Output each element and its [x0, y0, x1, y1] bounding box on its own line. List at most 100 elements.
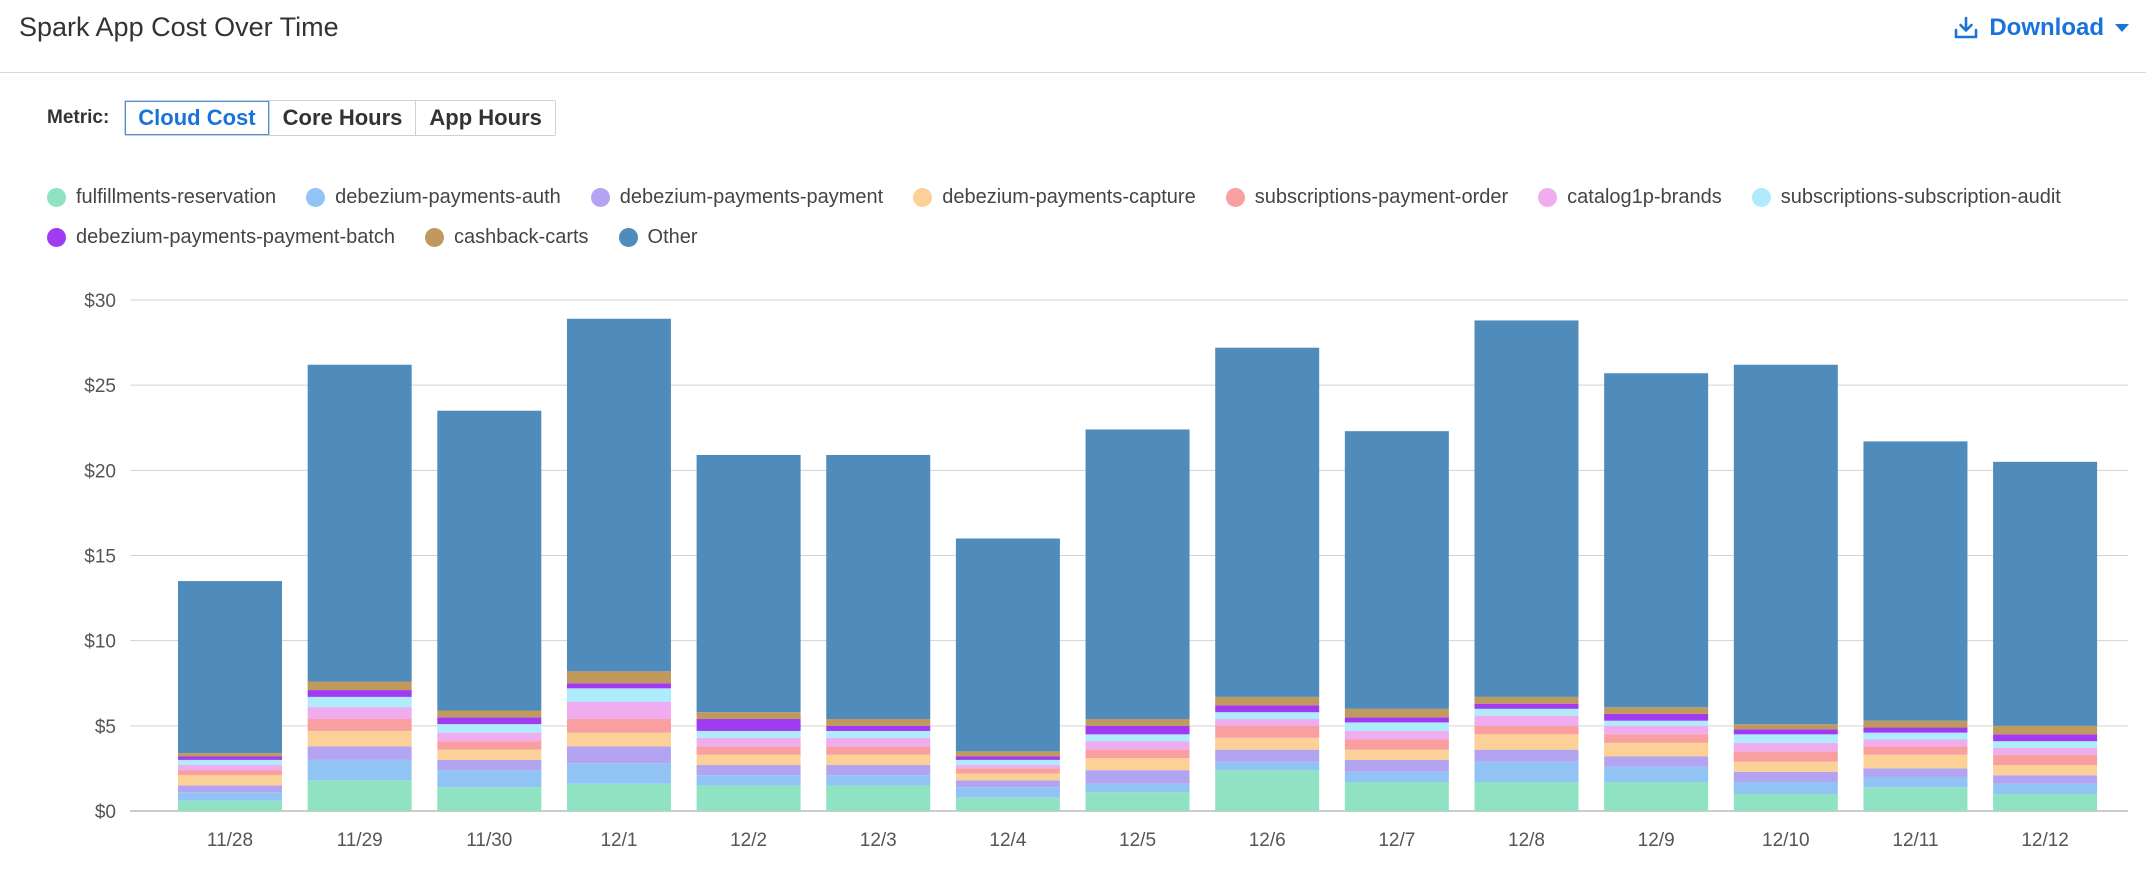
bar-segment-subscriptions-subscription-audit [826, 730, 931, 738]
bar-segment-debezium-payments-payment-batch [307, 690, 412, 697]
bar-segment-debezium-payments-auth [1085, 783, 1190, 793]
bar-segment-fulfillments-reservation [1863, 787, 1968, 811]
bar-segment-debezium-payments-auth [1993, 783, 2098, 794]
download-icon [1953, 16, 1979, 40]
download-label: Download [1989, 14, 2104, 41]
bar-segment-catalog1p-brands [1993, 747, 2098, 755]
bar-segment-debezium-payments-payment-batch [178, 756, 282, 760]
x-tick-label: 12/5 [1119, 830, 1156, 851]
legend-item-subscriptions-subscription-audit[interactable]: subscriptions-subscription-audit [1751, 184, 2061, 210]
x-tick-label: 12/12 [2021, 830, 2069, 851]
bar-segment-subscriptions-payment-order [696, 746, 801, 755]
bar-segment-debezium-payments-payment [1474, 749, 1579, 762]
bar-segment-subscriptions-subscription-audit [955, 759, 1060, 766]
bar-segment-debezium-payments-auth [696, 775, 801, 786]
bar-segment-other [178, 581, 282, 754]
bar-segment-fulfillments-reservation [1215, 770, 1320, 811]
bar-segment-fulfillments-reservation [1733, 793, 1838, 811]
bar-segment-cashback-carts [566, 671, 671, 684]
legend-item-other[interactable]: Other [618, 224, 698, 250]
bar-segment-other [1733, 364, 1838, 725]
bar-segment-debezium-payments-capture [1344, 749, 1449, 760]
bar-segment-catalog1p-brands [1344, 730, 1449, 740]
legend-item-cashback-carts[interactable]: cashback-carts [425, 224, 589, 250]
bar-segment-debezium-payments-payment [178, 785, 282, 793]
x-tick-label: 12/3 [860, 830, 897, 851]
bar-segment-cashback-carts [1085, 719, 1190, 726]
legend-label: debezium-payments-payment-batch [76, 225, 396, 248]
metric-option-app-hours[interactable]: App Hours [415, 101, 555, 135]
legend-swatch [590, 187, 610, 207]
bar-segment-debezium-payments-payment [307, 746, 412, 760]
bar-segment-subscriptions-payment-order [1085, 749, 1190, 759]
legend-swatch [47, 227, 66, 247]
legend-label: debezium-payments-payment [619, 185, 884, 208]
x-tick-label: 12/10 [1762, 830, 1810, 851]
bar-segment-other [1863, 441, 1968, 721]
bar-segment-other [955, 538, 1060, 752]
legend-item-debezium-payments-auth[interactable]: debezium-payments-auth [306, 184, 561, 210]
bar-segment-debezium-payments-payment [1344, 759, 1449, 772]
legend-item-subscriptions-payment-order[interactable]: subscriptions-payment-order [1225, 184, 1508, 210]
y-tick-label: $5 [95, 717, 116, 738]
bar-segment-debezium-payments-payment [1993, 775, 2098, 784]
bar-segment-cashback-carts [1215, 696, 1320, 706]
bar-segment-other [826, 455, 931, 720]
legend-label: cashback-carts [454, 225, 589, 248]
bar-segment-debezium-payments-capture [1215, 737, 1320, 750]
bar-segment-catalog1p-brands [1604, 725, 1709, 735]
legend-swatch [47, 187, 66, 207]
legend-item-debezium-payments-payment[interactable]: debezium-payments-payment [590, 184, 884, 210]
bar-segment-subscriptions-payment-order [1863, 746, 1968, 755]
bar-segment-catalog1p-brands [826, 737, 931, 747]
bar-segment-catalog1p-brands [955, 765, 1060, 769]
bar-segment-subscriptions-payment-order [1733, 751, 1838, 762]
bar-segment-fulfillments-reservation [1344, 782, 1449, 811]
bar-segment-subscriptions-payment-order [955, 768, 1060, 774]
bar-segment-debezium-payments-payment-batch [1474, 703, 1579, 709]
legend-item-fulfillments-reservation[interactable]: fulfillments-reservation [47, 184, 276, 210]
bar-segment-debezium-payments-auth [566, 763, 671, 784]
bar-segment-cashback-carts [955, 751, 1060, 757]
metric-option-cloud-cost[interactable]: Cloud Cost [125, 101, 269, 135]
legend-label: fulfillments-reservation [76, 185, 277, 208]
bar-segment-debezium-payments-auth [1733, 782, 1838, 794]
bar-segment-other [1085, 429, 1190, 720]
metric-selector: Metric: Cloud Cost Core Hours App Hours [47, 100, 556, 136]
bar-segment-debezium-payments-payment [1604, 756, 1709, 767]
bar-segment-cashback-carts [178, 753, 282, 757]
download-button[interactable]: Download [1953, 14, 2130, 42]
bar-segment-debezium-payments-capture [566, 732, 671, 747]
bar-segment-debezium-payments-payment [955, 780, 1060, 788]
bar-segment-debezium-payments-capture [696, 754, 801, 766]
bar-segment-other [1474, 320, 1579, 697]
bar-segment-subscriptions-payment-order [566, 719, 671, 733]
bar-segment-subscriptions-subscription-audit [566, 688, 671, 702]
bar-segment-debezium-payments-auth [955, 787, 1060, 798]
legend-swatch [913, 187, 933, 207]
metric-label: Metric: [47, 107, 110, 128]
bar-segment-other [1604, 373, 1709, 708]
bar-segment-debezium-payments-payment-batch [566, 683, 671, 689]
bar-segment-fulfillments-reservation [437, 787, 542, 811]
bar-segment-catalog1p-brands [1863, 739, 1968, 747]
bar-segment-other [307, 364, 412, 682]
bar-segment-catalog1p-brands [1215, 719, 1320, 726]
legend-item-debezium-payments-payment-batch[interactable]: debezium-payments-payment-batch [47, 224, 395, 250]
metric-option-core-hours[interactable]: Core Hours [268, 101, 416, 135]
bar-segment-debezium-payments-payment [826, 765, 931, 776]
bar-segment-debezium-payments-payment [437, 759, 542, 771]
y-tick-label: $30 [84, 291, 116, 312]
bar-segment-other [1344, 431, 1449, 709]
bar-segment-debezium-payments-payment-batch [696, 719, 801, 731]
legend-item-catalog1p-brands[interactable]: catalog1p-brands [1538, 184, 1722, 210]
page-title: Spark App Cost Over Time [19, 12, 339, 42]
bar-segment-subscriptions-subscription-audit [1474, 708, 1579, 716]
legend-swatch [306, 187, 326, 207]
legend-item-debezium-payments-capture[interactable]: debezium-payments-capture [913, 184, 1196, 210]
bar-segment-fulfillments-reservation [696, 785, 801, 811]
legend-label: Other [647, 225, 698, 248]
bar-segment-fulfillments-reservation [1474, 782, 1579, 811]
bar-segment-debezium-payments-auth [1344, 771, 1449, 783]
